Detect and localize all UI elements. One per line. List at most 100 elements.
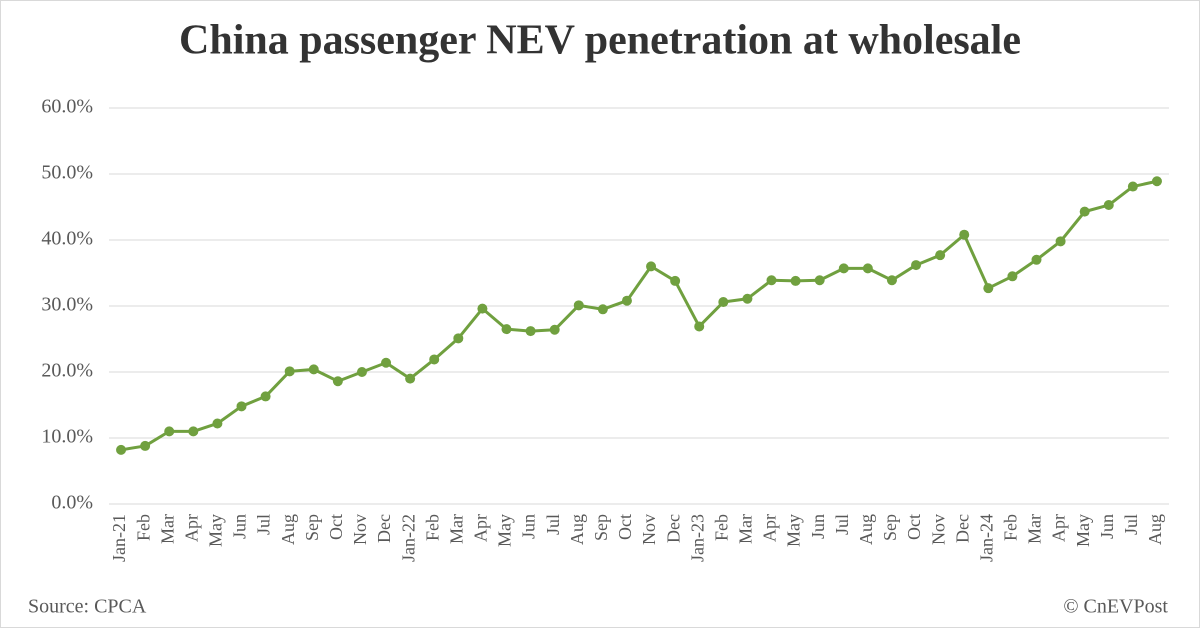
x-tick-label: Oct xyxy=(904,514,924,540)
point xyxy=(164,426,175,437)
x-tick-label: Jan-22 xyxy=(398,514,418,562)
x-tick-label: Dec xyxy=(374,514,394,543)
x-tick-label: Mar xyxy=(446,514,466,544)
y-tick-label: 40.0% xyxy=(41,228,93,250)
point xyxy=(790,275,801,286)
x-tick-label: Jun xyxy=(808,514,828,539)
x-tick-label: Jun xyxy=(230,514,250,539)
x-tick-label: Aug xyxy=(1145,514,1165,545)
x-tick-label: Apr xyxy=(181,514,201,542)
point xyxy=(621,295,632,306)
x-tick-label: Feb xyxy=(422,514,442,541)
point xyxy=(959,229,970,240)
point xyxy=(1103,200,1114,211)
x-tick-label: Apr xyxy=(760,514,780,542)
x-tick-label: May xyxy=(784,514,804,547)
x-tick-label: Aug xyxy=(567,514,587,545)
credit: © CnEVPost xyxy=(1063,596,1168,618)
point xyxy=(308,364,319,375)
y-tick-label: 50.0% xyxy=(41,162,93,184)
point xyxy=(284,366,295,377)
x-tick-label: May xyxy=(1073,514,1093,547)
point xyxy=(501,324,512,335)
x-tick-label: Mar xyxy=(1025,514,1045,544)
x-tick-label: Jul xyxy=(543,514,563,535)
x-tick-label: Oct xyxy=(326,514,346,540)
x-tick-label: May xyxy=(206,514,226,547)
point xyxy=(766,275,777,286)
x-tick-label: Feb xyxy=(1001,514,1021,541)
point xyxy=(694,321,705,332)
point xyxy=(911,260,922,271)
x-tick-label: Sep xyxy=(880,514,900,541)
point xyxy=(814,275,825,286)
point xyxy=(212,418,223,429)
point xyxy=(260,391,271,402)
point xyxy=(429,354,440,365)
x-tick-label: Sep xyxy=(302,514,322,541)
x-tick-label: Jul xyxy=(1121,514,1141,535)
x-tick-label: Jun xyxy=(519,514,539,539)
x-tick-label: Nov xyxy=(928,514,948,545)
x-tick-label: Apr xyxy=(1049,514,1069,542)
point xyxy=(453,333,464,344)
x-tick-label: Aug xyxy=(278,514,298,545)
point xyxy=(886,275,897,286)
point xyxy=(236,401,247,412)
point xyxy=(332,376,343,387)
x-tick-label: Jun xyxy=(1097,514,1117,539)
x-tick-label: Sep xyxy=(591,514,611,541)
y-tick-label: 20.0% xyxy=(41,360,93,382)
x-tick-label: Mar xyxy=(157,514,177,544)
point xyxy=(140,440,151,451)
point xyxy=(742,293,753,304)
point xyxy=(381,357,392,368)
point xyxy=(1151,176,1162,187)
point xyxy=(646,261,657,272)
x-tick-label: Dec xyxy=(663,514,683,543)
point xyxy=(1127,181,1138,192)
x-tick-label: Nov xyxy=(350,514,370,545)
point xyxy=(549,324,560,335)
point xyxy=(116,444,127,455)
x-tick-label: Jul xyxy=(254,514,274,535)
x-tick-label: Nov xyxy=(639,514,659,545)
x-tick-label: Aug xyxy=(856,514,876,545)
point xyxy=(1007,271,1018,282)
x-tick-label: Dec xyxy=(952,514,972,543)
x-tick-label: Apr xyxy=(471,514,491,542)
point xyxy=(405,373,416,384)
x-tick-label: May xyxy=(495,514,515,547)
point xyxy=(573,300,584,311)
x-tick-label: Mar xyxy=(736,514,756,544)
point xyxy=(935,250,946,261)
point xyxy=(838,263,849,274)
point xyxy=(597,304,608,315)
point xyxy=(188,426,199,437)
x-tick-label: Jul xyxy=(832,514,852,535)
point xyxy=(718,297,729,308)
y-tick-label: 10.0% xyxy=(41,426,93,448)
x-tick-label: Jan-21 xyxy=(109,514,129,562)
point xyxy=(1079,206,1090,217)
point xyxy=(477,303,488,314)
chart-title: China passenger NEV penetration at whole… xyxy=(179,18,1021,64)
point xyxy=(1031,254,1042,265)
x-tick-label: Oct xyxy=(615,514,635,540)
x-tick-label: Jan-24 xyxy=(976,514,996,562)
x-tick-label: Feb xyxy=(711,514,731,541)
point xyxy=(983,283,994,294)
point xyxy=(356,367,367,377)
point xyxy=(862,263,873,274)
source: Source: CPCA xyxy=(28,596,147,618)
x-tick-label: Feb xyxy=(133,514,153,541)
point xyxy=(1055,236,1066,247)
point xyxy=(670,275,681,286)
y-tick-label: 0.0% xyxy=(51,492,93,514)
y-tick-label: 30.0% xyxy=(41,294,93,316)
y-tick-label: 60.0% xyxy=(41,96,93,118)
x-tick-label: Jan-23 xyxy=(687,514,707,562)
